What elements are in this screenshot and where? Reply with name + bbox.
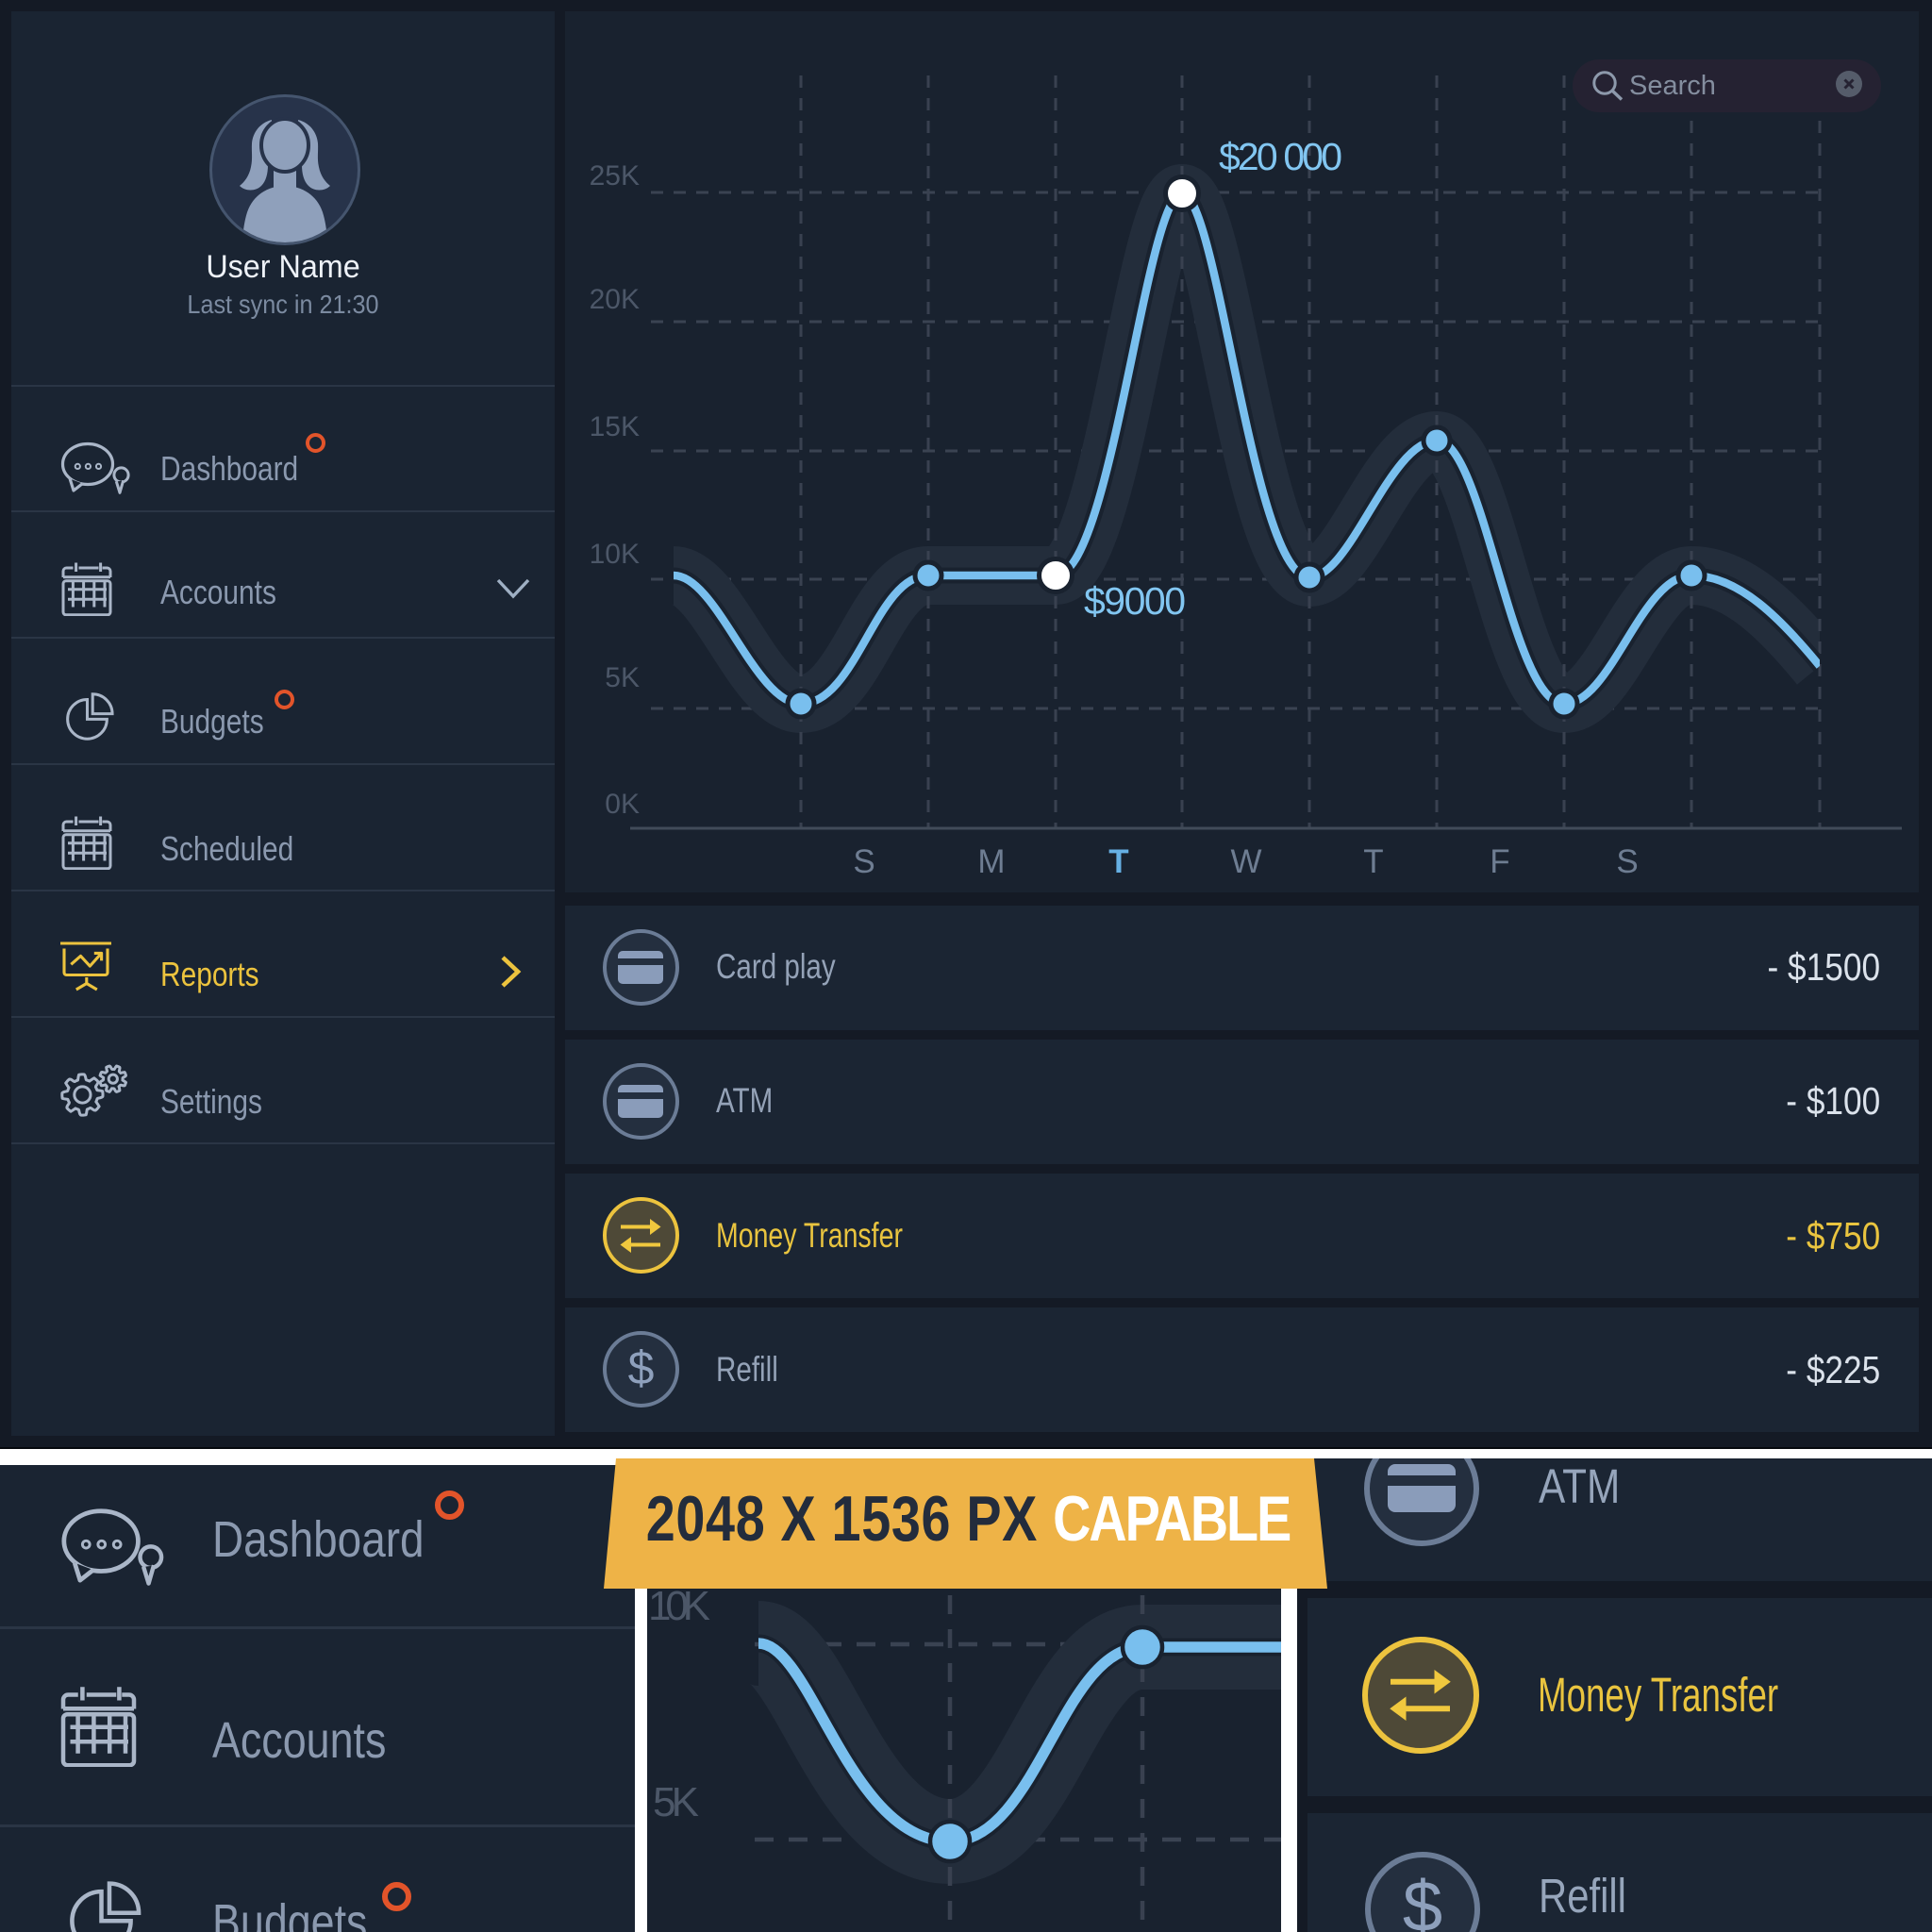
svg-text:20K: 20K: [590, 284, 640, 315]
svg-text:T: T: [1363, 843, 1383, 880]
svg-text:W: W: [1230, 843, 1261, 880]
svg-text:M: M: [977, 843, 1005, 880]
svg-text:25K: 25K: [590, 160, 640, 192]
svg-text:10K: 10K: [648, 1583, 710, 1629]
svg-text:5K: 5K: [653, 1779, 699, 1825]
svg-text:$9000: $9000: [1084, 579, 1186, 623]
svg-text:15K: 15K: [590, 411, 640, 442]
svg-text:S: S: [853, 843, 874, 880]
svg-text:$20 000: $20 000: [1219, 135, 1342, 178]
svg-text:5K: 5K: [605, 662, 640, 693]
svg-text:T: T: [1108, 843, 1128, 880]
svg-text:10K: 10K: [590, 539, 640, 570]
svg-text:S: S: [1616, 843, 1638, 880]
svg-text:0K: 0K: [605, 789, 640, 820]
svg-text:F: F: [1490, 843, 1509, 880]
